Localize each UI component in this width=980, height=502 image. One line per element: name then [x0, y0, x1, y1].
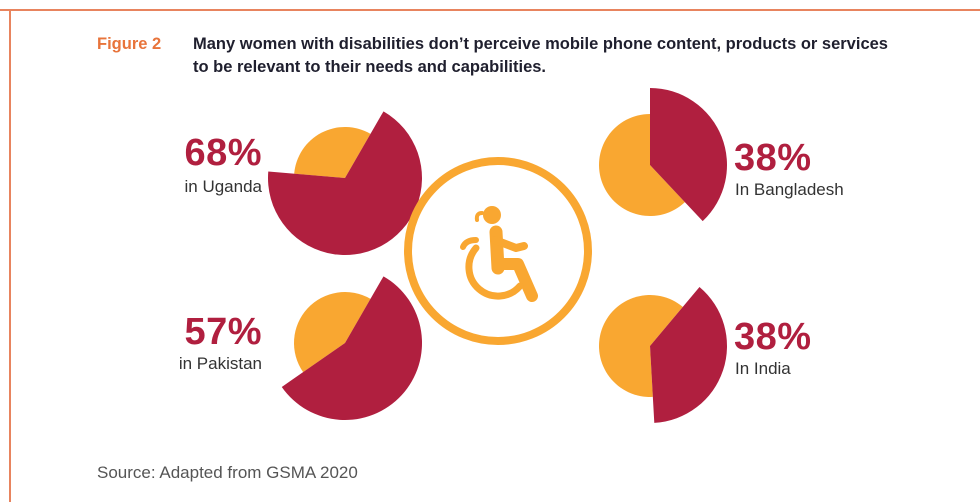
pie-slice-value	[267, 111, 422, 256]
pct-pakistan: 57%	[184, 311, 262, 353]
pie-slice-remainder	[294, 126, 371, 178]
pie-slice-value	[650, 88, 727, 222]
pie-pakistan	[281, 276, 423, 421]
location-uganda: in Uganda	[184, 177, 262, 196]
pct-uganda: 68%	[184, 132, 262, 174]
pie-slice-remainder	[293, 291, 371, 373]
frame-left-border	[9, 9, 11, 502]
wheelchair-user-icon	[404, 157, 592, 345]
pie-slice-remainder	[599, 114, 685, 216]
location-india: In India	[735, 359, 791, 378]
pct-india: 38%	[734, 316, 812, 358]
pct-bangladesh: 38%	[734, 137, 812, 179]
pie-slice-value	[650, 287, 728, 423]
pie-slice-remainder	[598, 294, 683, 397]
pie-slice-value	[281, 276, 423, 421]
pie-india	[598, 287, 728, 423]
pie-uganda	[267, 111, 422, 256]
source-note: Source: Adapted from GSMA 2020	[97, 463, 358, 482]
location-bangladesh: In Bangladesh	[735, 180, 844, 199]
frame-top-border	[0, 9, 980, 11]
figure-header: Figure 2 Many women with disabilities don…	[97, 33, 917, 79]
figure-title: Many women with disabilities don’t perce…	[193, 35, 888, 76]
location-pakistan: in Pakistan	[178, 354, 262, 373]
figure-label: Figure 2	[97, 35, 162, 53]
pie-bangladesh	[599, 88, 727, 222]
